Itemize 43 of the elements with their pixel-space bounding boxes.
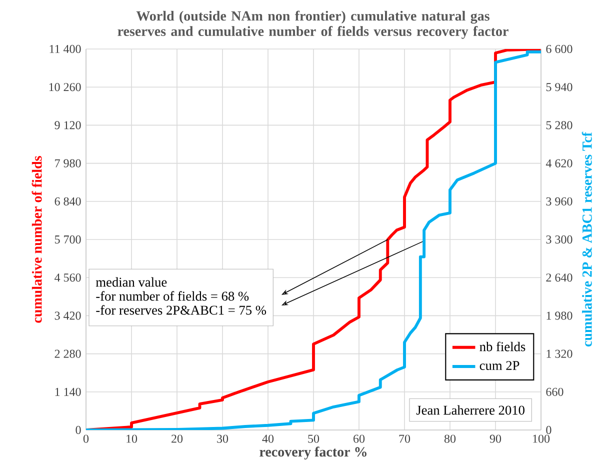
x-tick-label: 20: [172, 434, 183, 443]
y2-tick-label: 6 600: [546, 44, 572, 54]
y2-tick-label: 4 620: [546, 159, 572, 168]
y-tick-label: 11 400: [50, 44, 81, 54]
y-tick-label: 3 420: [54, 312, 81, 320]
annotation: -for number of fields = 68 %: [96, 291, 249, 301]
y2-tick-label: 1 320: [546, 350, 572, 358]
x-tick-label: 30: [217, 434, 228, 443]
x-tick-label: 0: [83, 434, 89, 443]
annotation: median value: [96, 277, 167, 287]
annotation: -for reserves 2P&ABC1 = 75 %: [96, 305, 266, 315]
x-tick-label: 90: [490, 434, 502, 443]
legend-label: cum 2P: [480, 361, 520, 370]
y-tick-label: 0: [76, 426, 81, 434]
y2-tick-label: 3 300: [546, 235, 572, 244]
x-tick-label: 80: [444, 434, 456, 443]
y-tick-label: 10 260: [49, 83, 81, 92]
x-tick-label: 40: [262, 434, 274, 443]
y2-tick-label: 3 960: [546, 197, 572, 206]
y-tick-label: 9 120: [54, 121, 81, 130]
y2-axis-title: cumulative 2P & ABC1 reserves Tcf: [582, 132, 592, 347]
y-tick-label: 5 700: [54, 235, 81, 244]
y2-tick-label: 2 640: [546, 274, 572, 282]
y2-tick-label: 1 980: [546, 312, 572, 320]
legend-label: nb fields: [480, 342, 526, 352]
x-tick-label: 50: [308, 434, 320, 443]
chart-title: World (outside NAm non frontier) cumulative natural gas reserves and cumulative number of fields versus recovery factor: [118, 10, 508, 39]
y-tick-label: 7 980: [55, 159, 81, 168]
annotation: Jean Laherrere 2010: [416, 405, 524, 415]
y-tick-label: 6 840: [54, 197, 81, 206]
x-axis-title: recovery factor %: [260, 446, 366, 460]
x-tick-label: 60: [354, 434, 365, 443]
y-tick-label: 4 560: [54, 274, 81, 282]
x-tick-label: 100: [533, 434, 550, 443]
y2-tick-label: 660: [546, 388, 564, 396]
y2-tick-label: 5 940: [546, 83, 572, 92]
y2-tick-label: 5 280: [546, 121, 572, 130]
x-tick-label: 10: [126, 434, 138, 443]
y2-tick-label: 0: [546, 426, 552, 434]
x-tick-label: 70: [399, 434, 410, 443]
y-tick-label: 1 140: [55, 388, 81, 396]
y-axis-title: cumulative number of fields: [32, 156, 42, 323]
y-tick-label: 2 280: [54, 350, 81, 358]
